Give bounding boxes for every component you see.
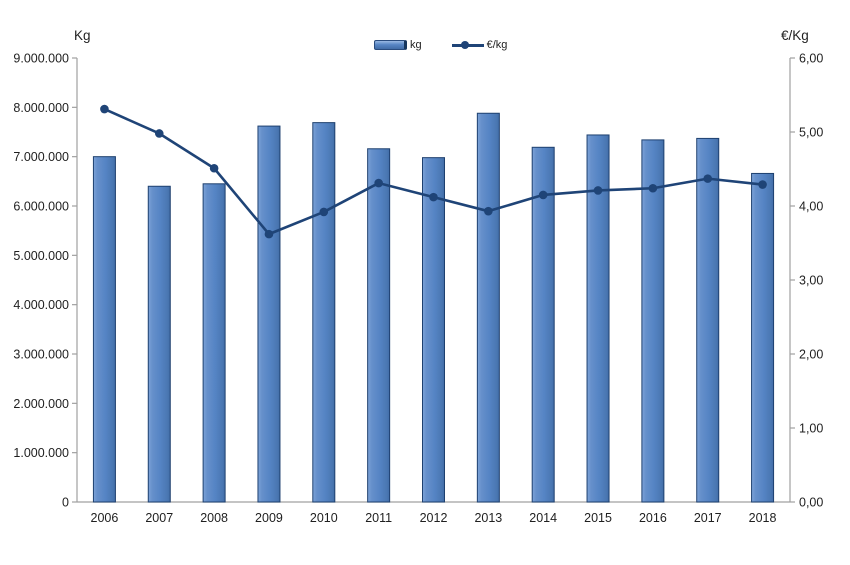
x-axis-tick-label: 2017 [694,511,722,525]
right-axis-tick-label: 4,00 [799,200,823,214]
right-axis-tick-label: 1,00 [799,422,823,436]
bar-2015 [586,134,610,503]
x-axis-tick-label: 2016 [639,511,667,525]
legend: kg €/kg [374,39,507,51]
x-axis-tick-label: 2010 [310,511,338,525]
bar-2007 [147,185,171,503]
bar-2018 [751,172,775,503]
left-axis-tick-label: 9.000.000 [13,52,69,66]
right-axis-title: €/Kg [781,28,809,43]
left-axis-tick-label: 0 [62,496,69,510]
left-axis-tick-label: 5.000.000 [13,249,69,263]
line-marker-2010 [319,207,329,217]
left-axis-tick-label: 4.000.000 [13,298,69,312]
x-axis-tick-label: 2015 [584,511,612,525]
left-axis-title: Kg [74,28,91,43]
bar-2010 [312,122,336,503]
line-series-eur-per-kg [100,104,767,239]
left-axis-tick-label: 7.000.000 [13,150,69,164]
bar-series-kg [92,112,775,503]
left-axis-tick-label: 8.000.000 [13,101,69,115]
line-marker-2006 [100,104,109,114]
line-marker-2014 [538,190,548,200]
bar-2016 [641,139,665,503]
line-series-swatch-icon [451,40,484,49]
x-axis-tick-label: 2007 [145,511,173,525]
line-marker-2011 [374,178,383,188]
legend-label-eur-per-kg: €/kg [486,39,508,51]
left-axis-tick-label: 2.000.000 [13,397,69,411]
left-axis-tick-label: 3.000.000 [13,348,69,362]
bar-2009 [257,125,281,503]
x-axis-tick-label: 2011 [365,511,392,525]
line-marker-2016 [648,183,658,193]
line-marker-2015 [593,186,603,195]
x-axis-tick-label: 2013 [474,511,502,525]
bar-2012 [422,157,445,503]
x-axis-tick-label: 2009 [255,511,283,525]
x-axis-tick-label: 2008 [200,511,228,525]
bar-2017 [696,137,720,503]
right-axis-tick-label: 2,00 [799,348,823,362]
legend-item-eur-per-kg: €/kg [451,39,508,51]
legend-label-kg: kg [410,39,422,51]
bar-2008 [202,183,226,503]
bar-2011 [367,148,391,503]
right-axis-tick-label: 6,00 [799,52,823,66]
axis-tick-labels: 9.000.000 8.000.000 7.000.000 6.000.000 5.00… [13,52,823,526]
bar-series-swatch-icon [374,40,407,50]
left-axis-tick-label: 1.000.000 [13,446,69,460]
x-axis-tick-label: 2012 [420,511,448,525]
bar-2006 [92,156,116,503]
x-axis-tick-label: 2018 [749,511,777,525]
right-axis-tick-label: 0,00 [799,496,823,510]
line-marker-2007 [154,129,164,138]
line-marker-2009 [264,229,274,239]
line-marker-2013 [484,206,493,216]
left-axis-tick-label: 6.000.000 [13,200,69,214]
line-marker-2018 [758,180,767,189]
line-marker-2008 [209,163,219,173]
bar-2013 [476,112,500,503]
right-axis-tick-label: 3,00 [799,274,823,288]
line-marker-2012 [429,192,438,202]
legend-item-kg: kg [374,39,422,51]
x-axis-tick-label: 2014 [529,511,557,525]
line-marker-2017 [703,174,713,183]
x-axis-tick-label: 2006 [91,511,119,525]
bar-2014 [531,146,555,503]
right-axis-tick-label: 5,00 [799,126,823,140]
